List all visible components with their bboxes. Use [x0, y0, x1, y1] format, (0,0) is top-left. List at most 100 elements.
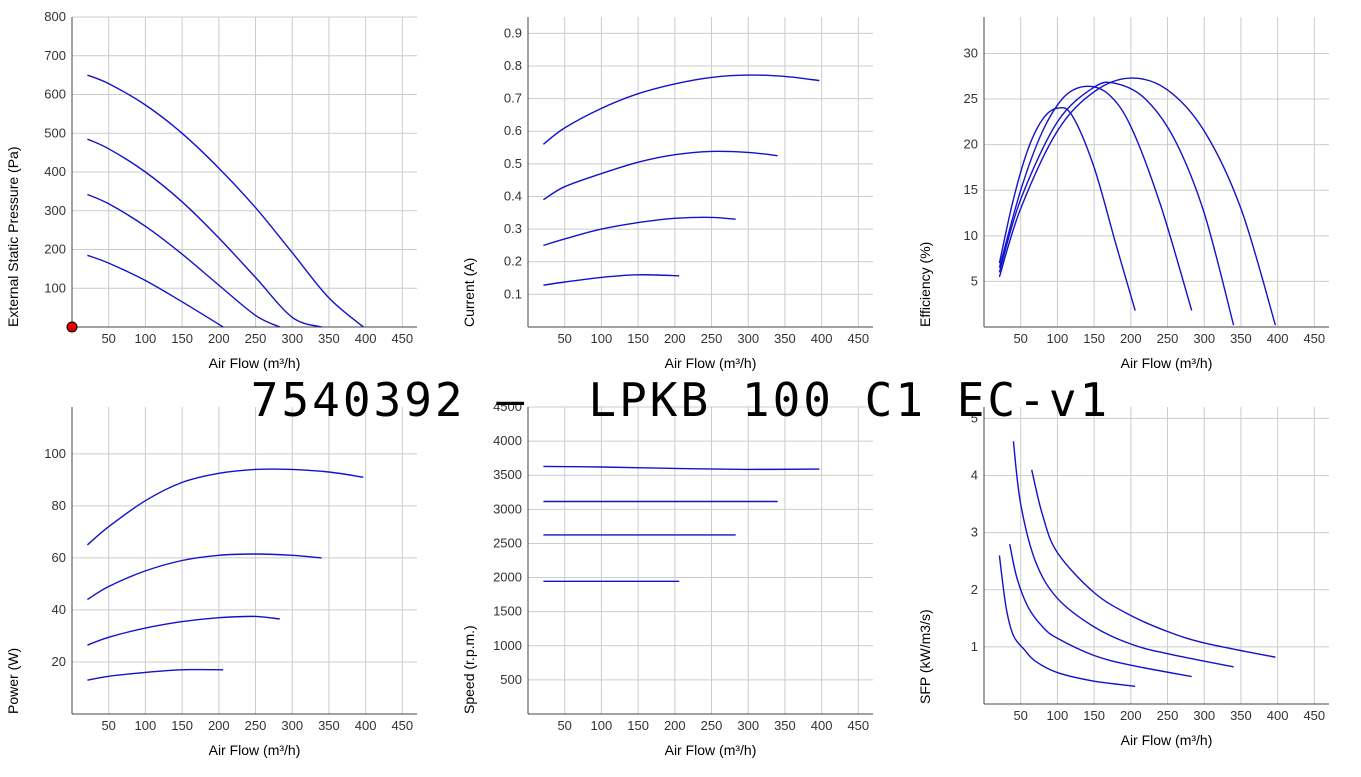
pressure-y-tick-label: 400 — [44, 164, 66, 179]
current-y-tick-label: 0.8 — [504, 58, 522, 73]
efficiency-x-tick-label: 100 — [1047, 331, 1069, 346]
current-chart: 50 100 150 200 250 300 350 400 450 0.1 0.2 0.3 0.4 0.… — [461, 17, 873, 371]
current-x-tick-label: 100 — [591, 331, 613, 346]
power-y-tick-label: 20 — [52, 654, 66, 669]
current-y-tick-label: 0.1 — [504, 286, 522, 301]
efficiency-y-tick-label: 5 — [971, 273, 978, 288]
current-y-tick-label: 0.5 — [504, 156, 522, 171]
sfp-curve-3 — [1012, 441, 1234, 668]
pressure-x-tick-label: 200 — [208, 331, 230, 346]
efficiency-x-tick-label: 200 — [1120, 331, 1142, 346]
speed-x-axis-title: Air Flow (m³/h) — [665, 742, 757, 758]
speed-y-tick-label: 2000 — [493, 570, 522, 585]
pressure-x-tick-label: 150 — [171, 331, 193, 346]
pressure-curve-3 — [87, 193, 281, 328]
efficiency-y-tick-label: 30 — [964, 45, 978, 60]
efficiency-x-tick-label: 150 — [1083, 331, 1105, 346]
power-x-tick-label: 50 — [101, 718, 115, 733]
sfp-y-tick-label: 3 — [971, 525, 978, 540]
current-x-tick-label: 150 — [627, 331, 649, 346]
pressure-x-tick-label: 300 — [281, 331, 303, 346]
speed-chart: 50 100 150 200 250 300 350 400 450 500 1000 1500 200… — [461, 399, 873, 758]
speed-x-tick-label: 350 — [774, 718, 796, 733]
power-y-tick-label: 100 — [44, 446, 66, 461]
pressure-y-tick-label: 300 — [44, 203, 66, 218]
sfp-x-tick-label: 350 — [1230, 708, 1252, 723]
current-y-tick-label: 0.7 — [504, 91, 522, 106]
current-x-tick-label: 250 — [701, 331, 723, 346]
sfp-y-tick-label: 4 — [971, 468, 978, 483]
speed-curve-1 — [543, 465, 820, 471]
pressure-y-axis-title: External Static Pressure (Pa) — [5, 146, 21, 327]
speed-x-tick-label: 250 — [701, 718, 723, 733]
current-x-tick-label: 400 — [811, 331, 833, 346]
efficiency-x-tick-label: 350 — [1230, 331, 1252, 346]
efficiency-chart: 50 100 150 200 250 300 350 400 450 5 10 15 20 25 30 Air… — [917, 17, 1329, 371]
speed-x-tick-label: 150 — [627, 718, 649, 733]
sfp-curve-1 — [998, 555, 1136, 687]
efficiency-x-tick-label: 300 — [1193, 331, 1215, 346]
efficiency-y-tick-label: 15 — [964, 182, 978, 197]
pressure-y-tick-label: 500 — [44, 125, 66, 140]
sfp-x-tick-label: 100 — [1047, 708, 1069, 723]
sfp-x-tick-label: 250 — [1157, 708, 1179, 723]
efficiency-x-tick-label: 50 — [1013, 331, 1027, 346]
sfp-x-tick-label: 200 — [1120, 708, 1142, 723]
efficiency-curve-4 — [998, 77, 1277, 326]
pressure-x-axis-title: Air Flow (m³/h) — [209, 355, 301, 371]
sfp-y-tick-label: 2 — [971, 582, 978, 597]
current-y-tick-label: 0.9 — [504, 25, 522, 40]
speed-x-tick-label: 100 — [591, 718, 613, 733]
sfp-x-tick-label: 400 — [1267, 708, 1289, 723]
power-x-tick-label: 250 — [245, 718, 267, 733]
current-x-axis-title: Air Flow (m³/h) — [665, 355, 757, 371]
speed-x-tick-label: 450 — [847, 718, 869, 733]
sfp-x-tick-label: 450 — [1303, 708, 1325, 723]
sfp-y-axis-title: SFP (kW/m3/s) — [917, 609, 933, 704]
power-x-tick-label: 150 — [171, 718, 193, 733]
efficiency-x-tick-label: 400 — [1267, 331, 1289, 346]
power-curve-3 — [87, 615, 280, 646]
current-x-tick-label: 200 — [664, 331, 686, 346]
speed-y-tick-label: 2500 — [493, 535, 522, 550]
pressure-operating-point-marker[interactable] — [66, 321, 78, 333]
speed-x-tick-label: 400 — [811, 718, 833, 733]
sfp-chart: 50 100 150 200 250 300 350 400 450 1 2 3 4 5 Air Flow … — [917, 407, 1329, 748]
efficiency-x-axis-title: Air Flow (m³/h) — [1121, 355, 1213, 371]
current-y-tick-label: 0.2 — [504, 254, 522, 269]
sfp-y-tick-label: 5 — [971, 410, 978, 425]
efficiency-curve-2 — [998, 85, 1193, 311]
sfp-curve-2 — [1009, 543, 1192, 678]
pressure-x-tick-label: 100 — [135, 331, 157, 346]
pressure-y-tick-label: 600 — [44, 87, 66, 102]
power-curve-2 — [87, 553, 322, 601]
power-y-tick-label: 60 — [52, 550, 66, 565]
power-y-axis-title: Power (W) — [5, 648, 21, 714]
pressure-x-tick-label: 350 — [318, 331, 340, 346]
speed-y-tick-label: 1500 — [493, 604, 522, 619]
efficiency-curve-3 — [998, 81, 1235, 326]
pressure-curve-4 — [87, 254, 224, 328]
pressure-y-tick-label: 800 — [44, 9, 66, 24]
power-curve-1 — [86, 468, 364, 546]
pressure-x-tick-label: 250 — [245, 331, 267, 346]
sfp-y-tick-label: 1 — [971, 639, 978, 654]
sfp-x-tick-label: 300 — [1193, 708, 1215, 723]
efficiency-y-tick-label: 25 — [964, 91, 978, 106]
current-curve-4 — [543, 274, 680, 286]
speed-y-tick-label: 3500 — [493, 467, 522, 482]
speed-y-tick-label: 4500 — [493, 399, 522, 414]
pressure-x-tick-label: 50 — [101, 331, 115, 346]
pressure-curve-1 — [87, 74, 364, 328]
power-x-axis-title: Air Flow (m³/h) — [209, 742, 301, 758]
pressure-chart: 50 100 150 200 250 300 350 400 450 100 200 300 400 50… — [5, 9, 417, 371]
power-curve-4 — [87, 668, 224, 681]
power-x-tick-label: 100 — [135, 718, 157, 733]
sfp-x-tick-label: 50 — [1013, 708, 1027, 723]
speed-y-tick-label: 500 — [500, 672, 522, 687]
current-x-tick-label: 450 — [847, 331, 869, 346]
efficiency-y-tick-label: 10 — [964, 228, 978, 243]
current-y-tick-label: 0.3 — [504, 221, 522, 236]
sfp-curve-4 — [1031, 469, 1276, 658]
